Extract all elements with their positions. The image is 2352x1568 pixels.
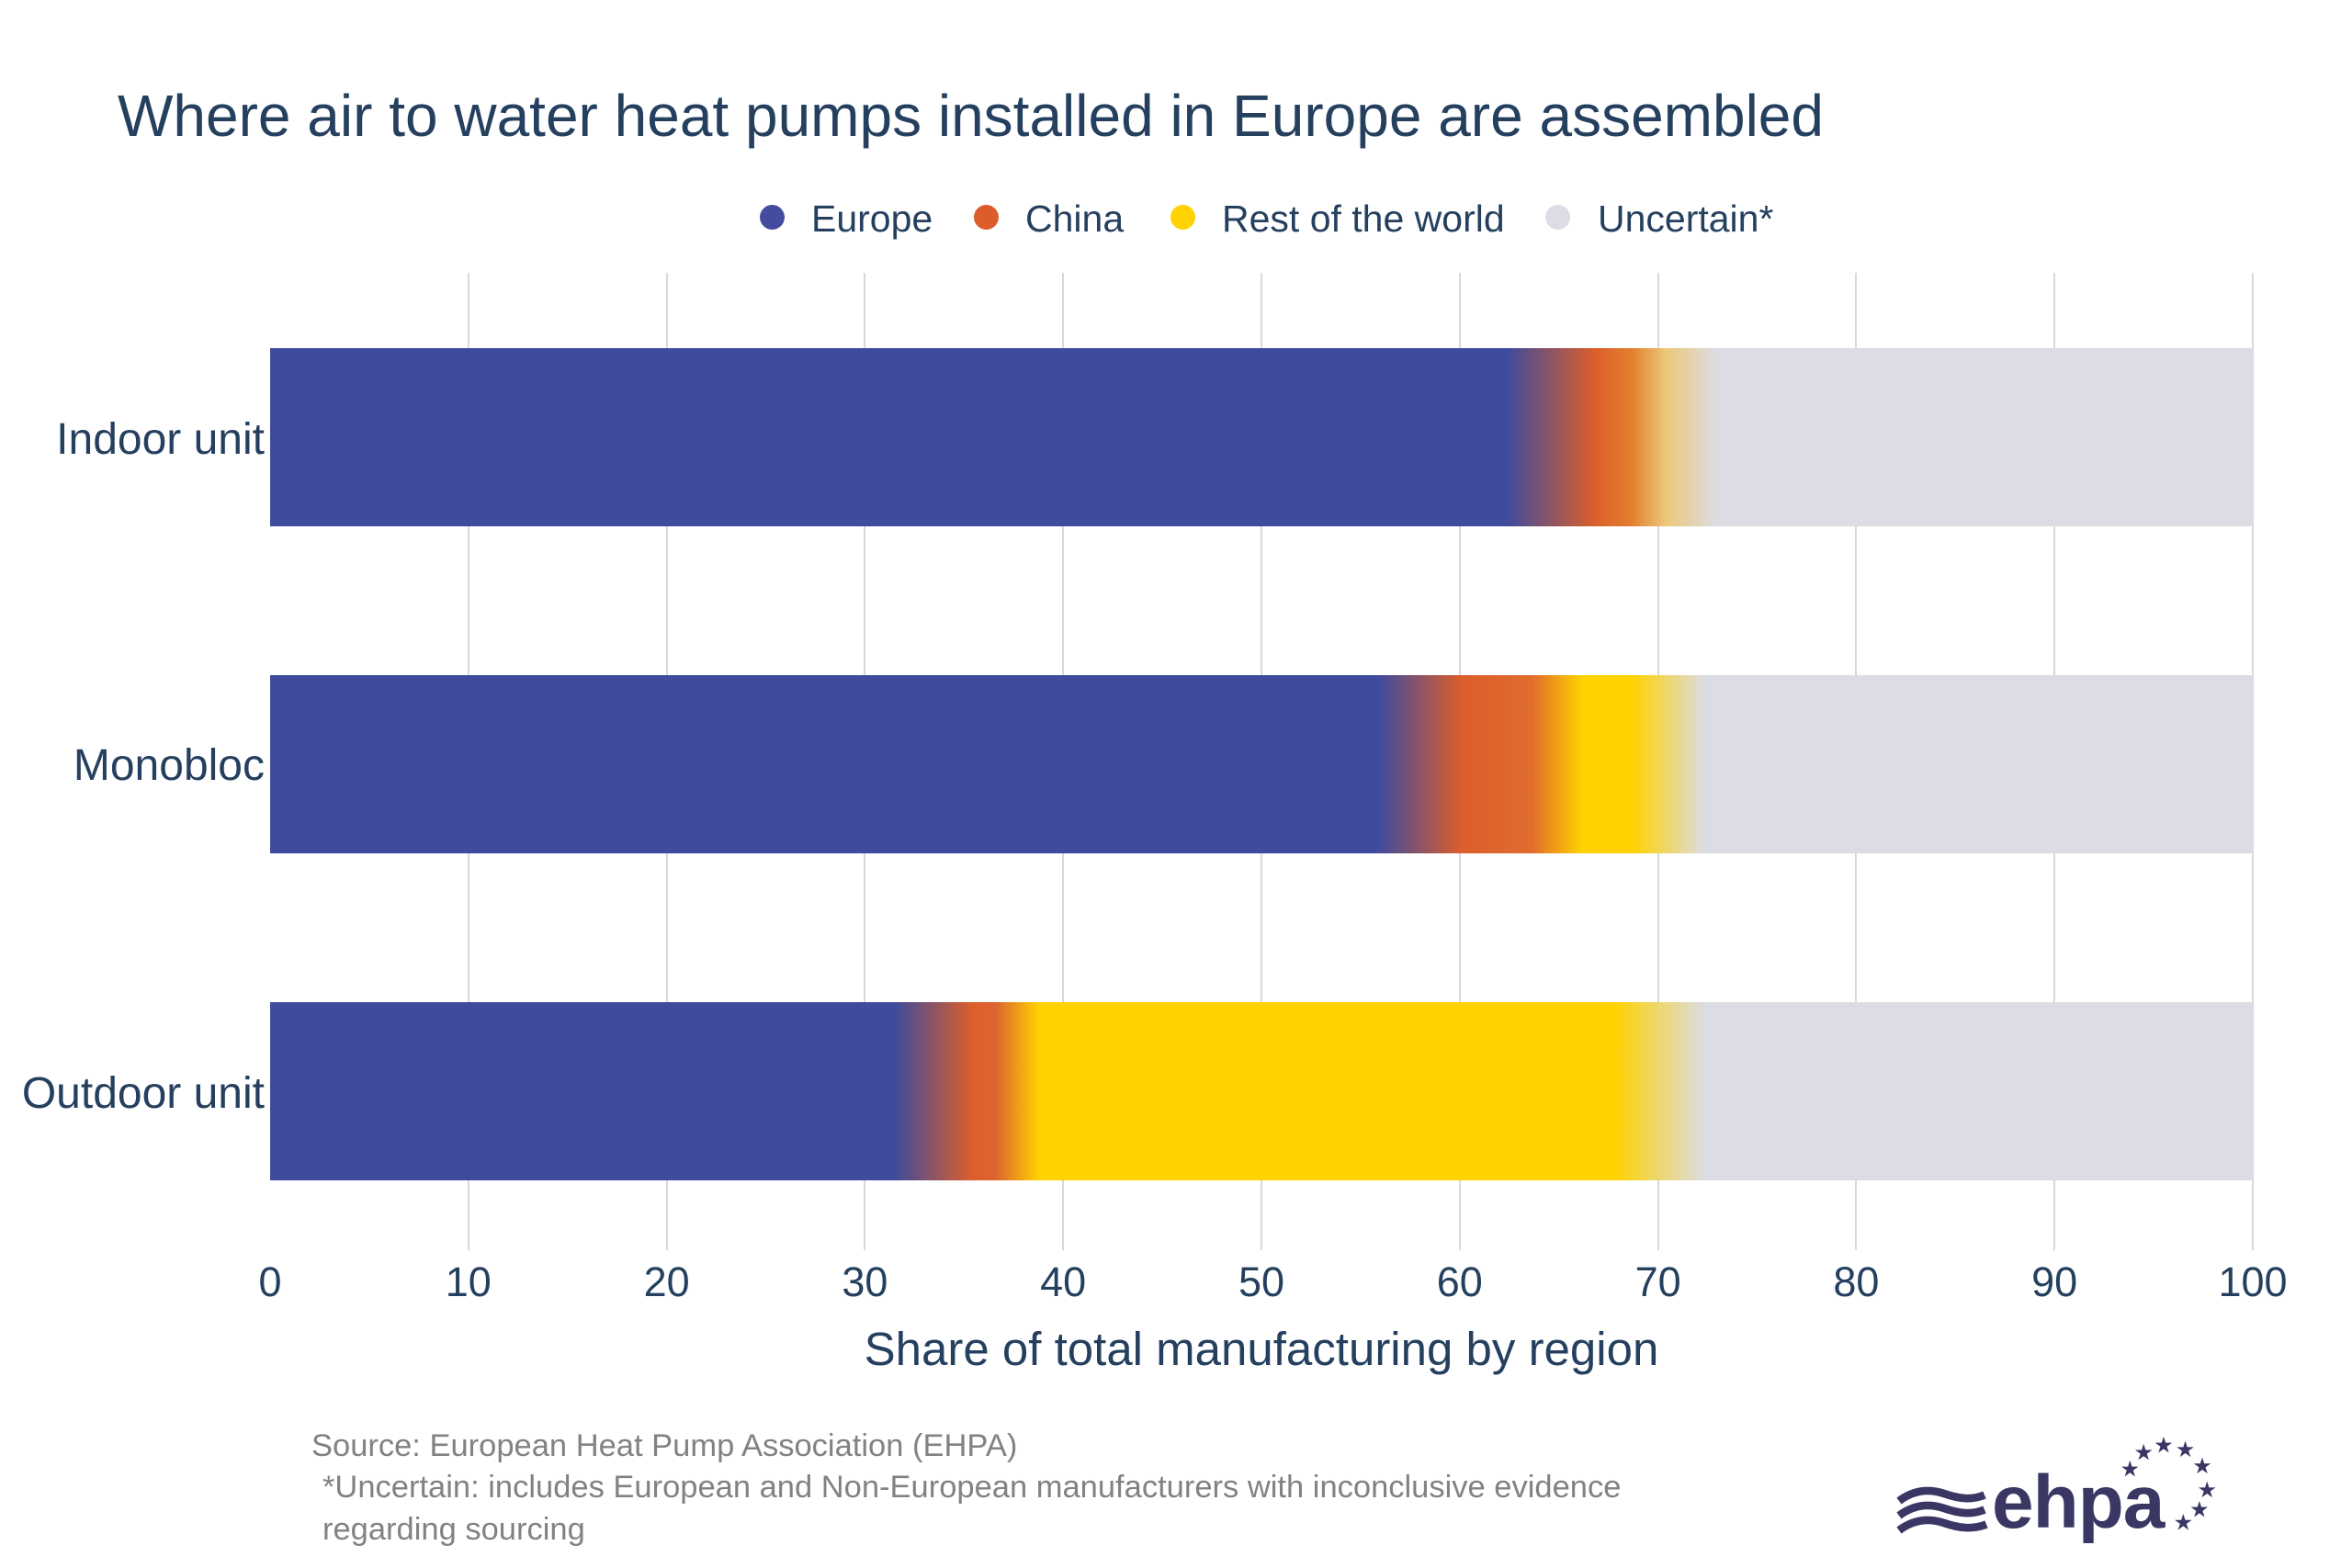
svg-text:ehpa: ehpa <box>1992 1461 2166 1544</box>
